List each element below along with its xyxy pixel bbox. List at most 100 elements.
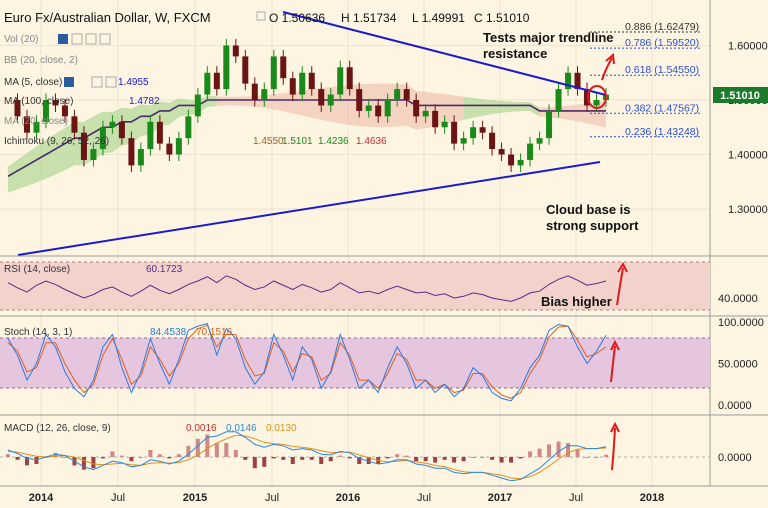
macd-hist-bar	[433, 457, 438, 463]
candle-body	[42, 100, 49, 122]
candle-body	[23, 116, 30, 133]
price-tick-label: 1.60000	[728, 41, 768, 53]
candle-body	[251, 83, 258, 100]
macd-hist-bar	[604, 454, 608, 457]
macd-hist-bar	[452, 457, 457, 463]
time-tick-label: 2016	[336, 492, 360, 504]
candle-body	[574, 72, 581, 90]
macd-hist-bar	[281, 457, 286, 460]
vol-eye-icon[interactable]	[58, 34, 68, 44]
candle-body	[508, 154, 515, 166]
candle-body	[593, 100, 600, 106]
candle-body	[109, 121, 116, 128]
macd-hist-bar	[91, 457, 96, 469]
macd-hist-bar	[490, 457, 495, 460]
candle-body	[204, 72, 211, 95]
macd-label: MACD (12, 26, close, 9)	[4, 423, 111, 434]
ohlc-close: C 1.51010	[474, 11, 530, 25]
macd-hist-bar	[243, 457, 248, 460]
macd-hist-bar	[471, 457, 476, 458]
macd-hist-bar	[148, 450, 153, 457]
candle-body	[384, 100, 391, 117]
macd-hist-bar	[214, 443, 219, 457]
ma100-line	[7, 99, 606, 177]
indicator-controls[interactable]	[58, 33, 117, 88]
candle-body	[242, 56, 249, 84]
macd-hist-bar	[404, 455, 409, 457]
ma5-eye-icon[interactable]	[64, 77, 74, 87]
candle-body	[213, 72, 220, 90]
settings-box-icon[interactable]	[256, 11, 266, 21]
candle-body	[555, 89, 562, 111]
time-tick-label: Jul	[417, 492, 431, 504]
macd-hist-bar	[537, 448, 542, 457]
macd-hist-bar	[423, 457, 428, 462]
ichimoku-v1: 1.4550	[253, 136, 284, 147]
macd-hist-value: 0.0016	[186, 423, 217, 434]
candle-body	[99, 127, 106, 150]
time-tick-label: 2018	[640, 492, 664, 504]
macd-hist-bar	[138, 457, 143, 458]
cloud-green-segment	[8, 95, 217, 193]
cloud-green-segment	[463, 96, 540, 120]
stoch-d-value: 70.1516	[196, 327, 233, 338]
macd-hist-bar	[518, 457, 523, 459]
macd-hist-bar	[34, 457, 39, 464]
macd-hist-bar	[205, 434, 210, 457]
macd-hist-bar	[186, 445, 191, 457]
vol-close-icon[interactable]	[99, 33, 111, 45]
candle-body	[194, 94, 201, 117]
macd-hist-bar	[575, 450, 580, 457]
candle-body	[489, 132, 496, 150]
price-tick-label: 1.30000	[728, 204, 768, 216]
fib-label: 0.886 (1.62479)	[625, 21, 699, 33]
candle-body	[71, 116, 78, 133]
macd-hist-bar	[100, 457, 105, 459]
bb-label: BB (20, close, 2)	[4, 55, 78, 66]
time-tick-label: Jul	[569, 492, 583, 504]
candle-body	[517, 159, 524, 166]
macd-hist-bar	[290, 457, 295, 464]
candle-body	[422, 110, 429, 117]
candle-body	[185, 116, 192, 139]
candle-body	[498, 149, 505, 155]
macd-hist-bar	[224, 443, 229, 457]
candle-body	[432, 110, 439, 128]
vol-settings-icon[interactable]	[71, 33, 83, 45]
macd-hist-bar	[547, 444, 552, 457]
ma5-settings-icon[interactable]	[91, 76, 103, 88]
macd-hist-bar	[328, 457, 333, 462]
candle-body	[175, 138, 182, 155]
macd-hist-bar	[129, 457, 134, 462]
macd-hist-bar	[110, 451, 115, 457]
macd-hist-bar	[442, 457, 447, 460]
up-arrow-main	[601, 57, 613, 81]
highlight-circle	[587, 85, 607, 109]
fib-label: 0.236 (1.43248)	[625, 126, 699, 138]
ichimoku-v4: 1.4636	[356, 136, 387, 147]
symbol-title: Euro Fx/Australian Dollar, W, FXCM	[4, 10, 211, 25]
macd-hist-bar	[300, 457, 305, 460]
macd-hist-bar	[309, 457, 314, 460]
macd-hist-bar	[556, 441, 561, 457]
time-tick-label: Jul	[265, 492, 279, 504]
candle-body	[565, 72, 572, 90]
time-tick-label: 2015	[183, 492, 207, 504]
rsi-value: 60.1723	[146, 264, 183, 275]
candle-body	[470, 127, 477, 139]
annotation-bias: Bias higher	[541, 294, 612, 309]
macd-hist-bar	[62, 457, 67, 458]
macd-hist-bar	[319, 457, 324, 464]
macd-hist-bar	[6, 454, 10, 457]
up-arrow-macd-head	[610, 421, 620, 433]
annotation-cloud-2: strong support	[546, 218, 639, 233]
macd-hist-bar	[347, 457, 352, 459]
time-tick-label: Jul	[111, 492, 125, 504]
fib-label: 0.618 (1.54550)	[625, 64, 699, 76]
candle-body	[403, 89, 410, 100]
time-tick-label: 2014	[29, 492, 54, 504]
ma5-close-icon[interactable]	[105, 76, 117, 88]
macd-hist-bar	[414, 457, 419, 462]
vol-add-icon[interactable]	[85, 33, 97, 45]
